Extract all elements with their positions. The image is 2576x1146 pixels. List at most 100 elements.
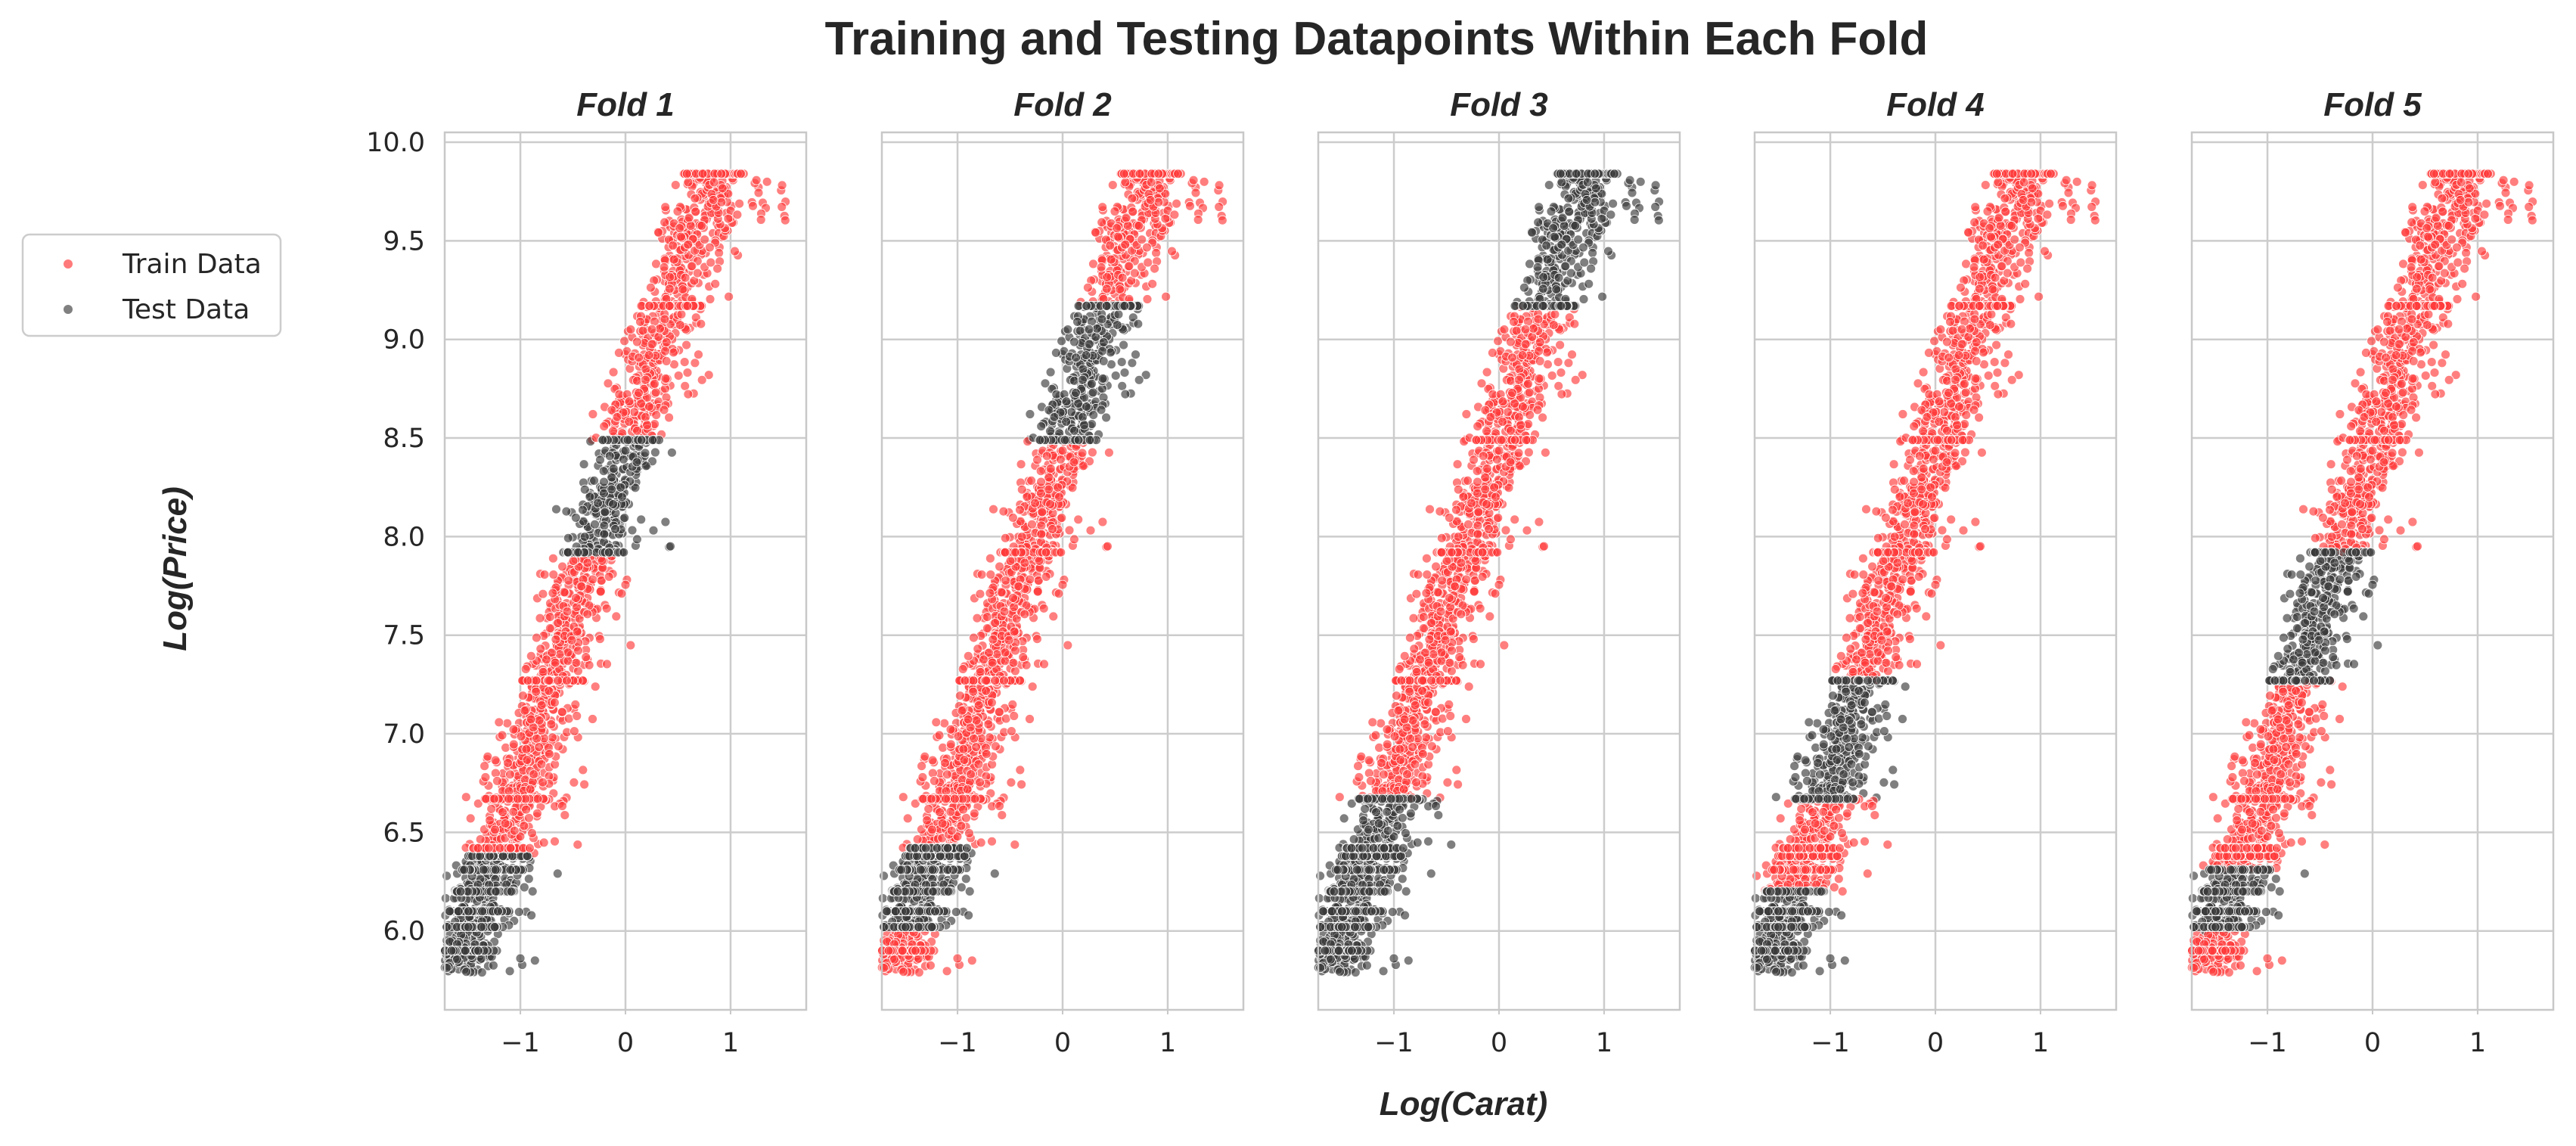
train-point: [545, 623, 555, 633]
test-point: [1069, 337, 1079, 347]
train-point: [529, 769, 538, 779]
train-point: [532, 632, 542, 643]
test-point: [920, 843, 931, 853]
train-point: [588, 409, 598, 419]
test-point: [476, 922, 486, 932]
train-point: [1030, 498, 1040, 508]
train-point: [578, 765, 588, 775]
train-point: [475, 834, 486, 844]
train-point: [629, 407, 640, 418]
train-point: [1161, 291, 1171, 302]
train-point: [473, 843, 483, 853]
train-point: [1073, 514, 1084, 525]
train-point: [959, 755, 970, 765]
train-point: [1041, 572, 1051, 582]
test-point: [607, 472, 617, 483]
fold-panel-1: Fold 1−1 0 16.06.57.07.58.08.59.09.510.0: [366, 86, 808, 1058]
train-point: [682, 368, 693, 378]
train-point: [1173, 169, 1183, 179]
train-point: [641, 374, 650, 385]
test-point: [616, 482, 626, 492]
test-point: [630, 483, 641, 493]
fold-panels: Fold 1−1 0 16.06.57.07.58.08.59.09.510.0Fo…: [366, 86, 2555, 1058]
train-point: [611, 611, 622, 622]
test-point: [610, 524, 620, 534]
train-point: [1010, 547, 1020, 557]
train-point: [697, 169, 708, 179]
train-point: [644, 300, 654, 311]
test-point: [1035, 435, 1045, 446]
train-point: [724, 291, 734, 302]
train-point: [519, 821, 529, 831]
train-point: [578, 675, 588, 686]
train-point: [551, 634, 561, 644]
fold-title: Fold 1: [576, 86, 675, 123]
test-point: [608, 499, 618, 509]
train-point: [525, 843, 535, 853]
train-point: [911, 946, 920, 956]
train-point: [557, 561, 567, 572]
test-point: [1423, 836, 1433, 846]
test-point: [620, 446, 631, 456]
train-point: [494, 717, 504, 728]
train-point: [508, 806, 519, 817]
train-point: [481, 794, 492, 804]
test-point: [1084, 324, 1094, 334]
train-point: [497, 730, 507, 741]
train-point: [1153, 197, 1164, 207]
test-point: [1097, 374, 1108, 384]
train-point: [1113, 231, 1123, 242]
train-point: [732, 210, 743, 220]
train-point: [926, 794, 936, 804]
train-point: [1045, 464, 1056, 474]
train-point: [641, 412, 650, 422]
train-point: [680, 272, 691, 283]
test-point: [1096, 405, 1106, 415]
train-point: [1150, 263, 1159, 274]
train-point: [1057, 579, 1068, 590]
test-point: [892, 887, 903, 896]
test-point: [505, 865, 516, 875]
train-point: [985, 588, 995, 598]
test-point: [597, 435, 608, 446]
train-point: [653, 331, 664, 342]
train-point: [651, 410, 662, 420]
train-point: [548, 588, 558, 598]
train-point: [546, 719, 557, 729]
train-point: [685, 221, 696, 231]
train-point: [1032, 586, 1043, 597]
train-point: [710, 278, 721, 289]
train-point: [597, 556, 607, 566]
train-point: [1036, 529, 1047, 539]
train-point: [532, 808, 542, 818]
train-point: [968, 675, 979, 686]
train-point: [926, 960, 936, 971]
train-point: [632, 337, 642, 347]
train-point: [696, 318, 706, 329]
train-point: [708, 194, 718, 205]
test-point: [593, 498, 603, 508]
train-point: [712, 263, 722, 274]
train-point: [670, 180, 681, 191]
test-point: [599, 529, 610, 539]
train-point: [1199, 176, 1209, 187]
x-tick-label: 1: [1159, 1028, 1176, 1058]
train-point: [528, 722, 538, 732]
train-point: [545, 612, 555, 622]
test-point: [504, 966, 515, 977]
train-point: [965, 722, 976, 732]
train-point: [614, 347, 624, 358]
test-point: [519, 882, 529, 893]
train-point: [1097, 202, 1108, 213]
test-point: [608, 464, 619, 474]
y-tick-label: 8.0: [383, 522, 425, 552]
train-point: [975, 777, 985, 787]
train-point: [962, 784, 973, 794]
train-point: [527, 828, 537, 838]
test-point: [604, 547, 614, 557]
train-point: [697, 374, 707, 385]
train-point: [1085, 525, 1096, 536]
train-point: [975, 589, 985, 599]
test-point: [1120, 389, 1131, 399]
train-point: [694, 349, 703, 360]
